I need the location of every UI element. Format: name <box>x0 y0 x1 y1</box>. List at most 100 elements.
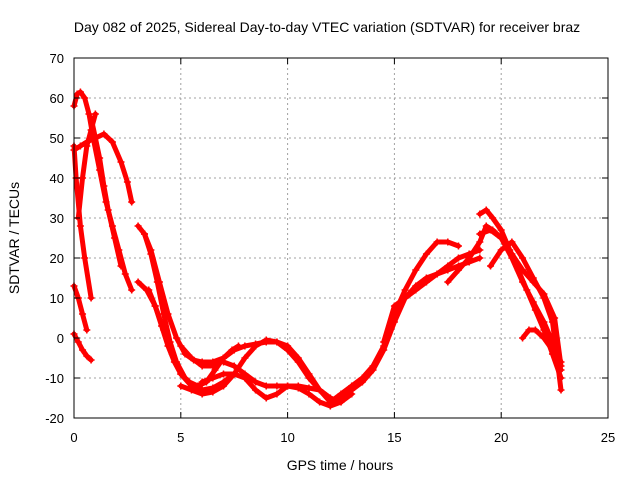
data-point <box>177 382 185 390</box>
data-point <box>540 290 548 298</box>
data-point <box>104 206 112 214</box>
y-tick-label: 50 <box>50 131 64 146</box>
data-point <box>508 238 516 246</box>
data-point <box>380 346 388 354</box>
data-point <box>284 382 292 390</box>
data-point <box>100 130 108 138</box>
data-point <box>497 226 505 234</box>
data-point <box>454 242 462 250</box>
data-point <box>209 362 217 370</box>
y-tick-label: 10 <box>50 291 64 306</box>
data-point <box>160 310 168 318</box>
data-point <box>369 366 377 374</box>
data-point <box>497 246 505 254</box>
data-point <box>487 226 495 234</box>
data-point <box>422 250 430 258</box>
data-point <box>444 238 452 246</box>
series-arc7 <box>87 114 125 270</box>
data-point <box>531 326 539 334</box>
y-tick-label: 40 <box>50 171 64 186</box>
series-arc15 <box>220 358 356 410</box>
x-axis-label: GPS time / hours <box>287 457 394 473</box>
data-point <box>241 370 249 378</box>
data-point <box>76 142 84 150</box>
data-point <box>454 266 462 274</box>
data-point <box>140 230 148 238</box>
data-point <box>273 382 281 390</box>
data-point <box>79 174 87 182</box>
data-point <box>83 326 91 334</box>
data-point <box>209 374 217 382</box>
data-point <box>337 394 345 402</box>
data-point <box>487 262 495 270</box>
data-point <box>220 358 228 366</box>
data-point <box>482 206 490 214</box>
x-tick-label: 25 <box>601 430 615 445</box>
data-point <box>305 384 313 392</box>
data-point <box>173 358 181 366</box>
data-point <box>523 286 531 294</box>
data-point <box>198 362 206 370</box>
data-point <box>128 286 136 294</box>
data-point <box>540 334 548 342</box>
data-point <box>401 294 409 302</box>
data-point <box>305 374 313 382</box>
y-tick-label: 30 <box>50 211 64 226</box>
data-point <box>305 390 313 398</box>
data-point <box>85 110 93 118</box>
data-point <box>476 238 484 246</box>
data-point <box>519 334 527 342</box>
data-point <box>117 262 125 270</box>
series-line <box>381 247 483 345</box>
data-point <box>194 382 202 390</box>
chart-title: Day 082 of 2025, Sidereal Day-to-day VTE… <box>74 19 580 35</box>
data-point <box>531 306 539 314</box>
y-axis-label: SDTVAR / TECUs <box>6 182 22 294</box>
series-line <box>520 327 564 373</box>
data-point <box>412 286 420 294</box>
data-point <box>128 198 136 206</box>
y-tick-label: -20 <box>45 411 64 426</box>
x-tick-label: 15 <box>387 430 401 445</box>
data-point <box>273 338 281 346</box>
data-point <box>465 254 473 262</box>
data-point <box>96 154 104 162</box>
data-point <box>230 362 238 370</box>
data-point <box>401 286 409 294</box>
data-point <box>81 94 89 102</box>
data-point <box>519 254 527 262</box>
data-point <box>284 346 292 354</box>
data-point <box>262 394 270 402</box>
data-point <box>273 390 281 398</box>
data-point <box>87 356 95 364</box>
x-tick-label: 5 <box>177 430 184 445</box>
data-point <box>529 278 537 286</box>
data-point <box>557 362 565 370</box>
data-point <box>294 384 302 392</box>
data-point <box>166 338 174 346</box>
data-point <box>348 386 356 394</box>
x-tick-label: 20 <box>494 430 508 445</box>
data-point <box>173 334 181 342</box>
data-point <box>316 398 324 406</box>
data-point <box>476 254 484 262</box>
data-point <box>540 326 548 334</box>
data-point <box>262 382 270 390</box>
data-point <box>177 342 185 350</box>
data-point <box>87 294 95 302</box>
data-point <box>91 134 99 142</box>
data-point <box>433 270 441 278</box>
series-line <box>488 239 564 393</box>
data-point <box>100 182 108 190</box>
data-point <box>108 138 116 146</box>
data-point <box>358 378 366 386</box>
axis-ticks: 0 5 10 15 20 25 -20 -10 0 10 20 30 40 50 60 70 <box>45 51 615 445</box>
data-point <box>111 234 119 242</box>
data-point <box>220 370 228 378</box>
data-point <box>497 234 505 242</box>
data-point <box>262 336 270 344</box>
y-tick-label: 60 <box>50 91 64 106</box>
data-point <box>220 382 228 390</box>
data-point <box>476 246 484 254</box>
